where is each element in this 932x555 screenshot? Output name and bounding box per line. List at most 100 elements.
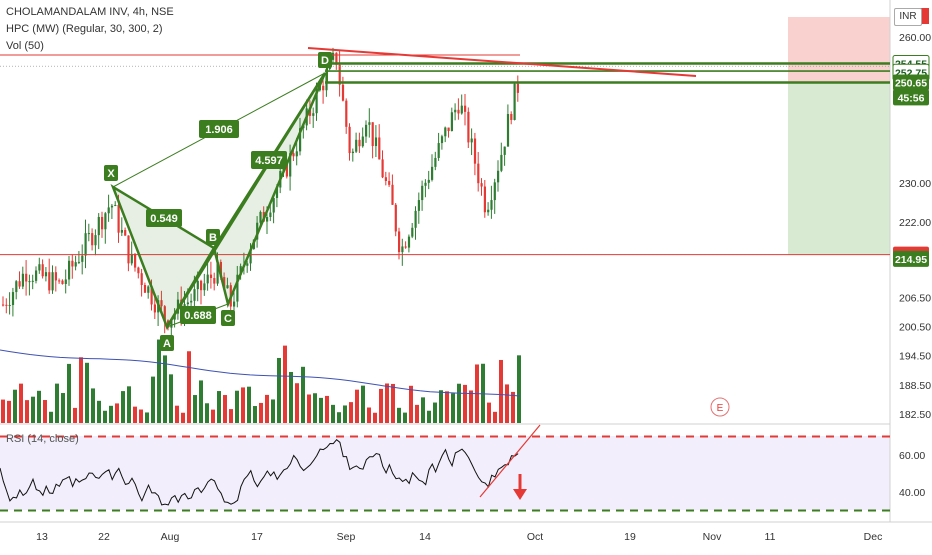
candle-body [407,236,411,248]
candle-body [322,85,325,91]
volume-bar [43,400,47,423]
time-tick-label: 11 [765,531,776,543]
pattern-ratio-box [199,120,239,138]
pattern-point-label: A [163,338,171,350]
candle-body [490,200,493,210]
candle-body [454,109,457,113]
candle-body [219,261,222,278]
candle-body [351,151,354,154]
rsi-band [0,436,890,510]
volume-bar [37,390,41,423]
pattern-ratio-label: 1.906 [205,124,233,136]
candle-body [114,205,117,207]
candle-body [312,113,315,116]
candle-body [388,181,391,185]
candle-body [292,153,295,157]
volume-bar [103,410,107,423]
candle-body [431,166,434,180]
candle-body [15,281,18,293]
volume-bar [7,400,11,423]
candle-body [153,304,156,313]
candle-body [233,301,236,307]
volume-bar [457,383,461,423]
volume-bar [385,383,389,423]
candle-body [11,292,15,306]
rsi-tick-label: 60.00 [899,450,925,462]
candle-body [25,273,28,282]
time-tick-label: 13 [36,531,48,543]
candle-body [120,230,123,233]
candle-body [137,267,140,274]
candle-body [513,83,516,120]
pattern-point-x [104,165,118,181]
price-axis-badge [893,74,929,91]
currency-badge[interactable]: INR [894,8,922,26]
candle-body [124,230,127,236]
rsi-legend: RSI (14, close) [6,433,79,445]
volume-bar [61,393,65,423]
candle-body [163,306,166,321]
candle-body [200,280,203,291]
candle-body [213,278,216,284]
volume-bar [271,399,275,423]
event-marker-icon [710,397,730,417]
candle-body [104,213,107,230]
pattern-point-label: B [209,232,217,244]
volume-bar [331,404,335,423]
candle-body [160,300,163,307]
candle-body [275,187,279,198]
volume-bar [445,391,449,423]
volume-bar [115,403,119,423]
candle-body [140,273,143,286]
pattern-leg-ad [165,72,327,328]
candle-body [117,205,120,233]
price-tick-label: 194.50 [899,351,931,363]
candle-body [97,216,100,236]
volume-bar [259,402,263,423]
volume-bar [505,384,509,423]
volume-bar [517,355,521,423]
candle-body [299,128,302,152]
candle-body [516,83,519,93]
candle-body [308,108,312,116]
volume-bar [511,391,515,423]
candle-body [480,183,483,187]
price-tick-label: 182.50 [899,409,931,421]
price-tick-label: 188.50 [899,380,931,392]
pattern-ratio-label: 0.688 [184,310,212,322]
candle-body [41,264,44,277]
time-tick-label: Nov [703,531,722,543]
candle-body [81,255,84,262]
volume-bar [403,412,407,423]
volume-bar [469,390,473,423]
candle-body [64,279,67,284]
volume-bar [277,357,281,423]
price-tick-label: 200.50 [899,321,931,333]
candle-body [130,253,133,264]
volume-bar [31,396,35,423]
volume-bar [109,405,113,423]
target-zone [788,82,890,255]
volume-bar [487,402,491,423]
candle-body [266,217,269,222]
volume-bar [217,391,221,423]
pattern-point-b [206,229,220,245]
pattern-point-c [221,310,235,326]
volume-bar [97,400,101,423]
pattern-ratio-box [146,209,182,227]
candle-body [147,286,150,293]
volume-bar [79,357,83,423]
candle-body [246,263,249,266]
candle-body [414,210,417,228]
candle-body [483,186,486,213]
candle-body [417,200,420,211]
volume-bar [367,407,371,423]
volume-bar [211,409,215,423]
pattern-point-label: C [224,313,232,325]
time-tick-label: Sep [337,531,356,543]
candle-body [473,138,477,164]
candle-body [209,274,213,279]
volume-bar [247,386,251,423]
